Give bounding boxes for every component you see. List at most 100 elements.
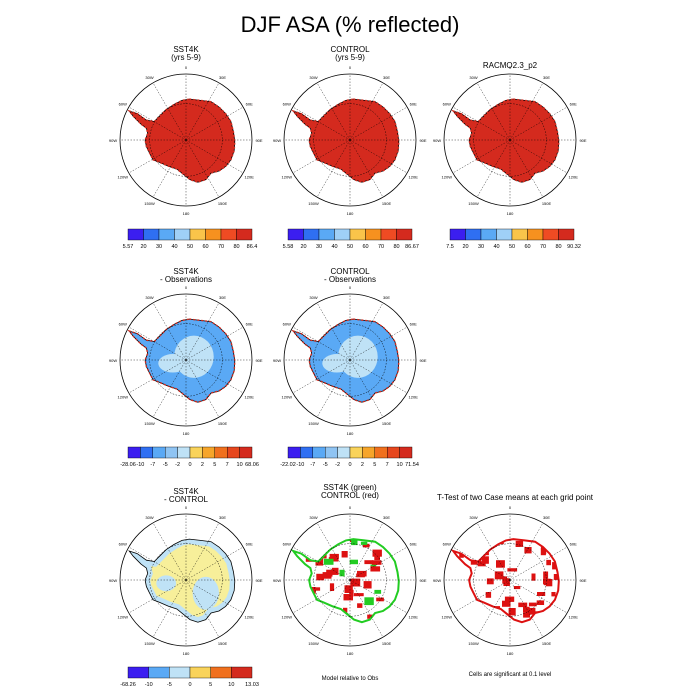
meridian-line (509, 139, 544, 198)
colorbar-control: 5.58 20 30 40 50 60 70 80 86.67 (283, 228, 419, 250)
longitude-label: 90W (273, 138, 281, 143)
coastline (290, 538, 400, 624)
colorbar-tick-label: -28.06 (120, 462, 136, 468)
colorbar-swatch (511, 228, 528, 241)
significant-cell (372, 560, 382, 565)
meridian-line (185, 139, 220, 198)
panel-title-line: - Observations (159, 275, 213, 284)
significant-cell (468, 551, 474, 559)
colorbar-tick-label: -68.26 (120, 682, 136, 688)
longitude-label: 120E (569, 175, 579, 180)
significant-cell (515, 540, 524, 547)
significant-cell (343, 607, 348, 613)
longitude-label: 120W (118, 615, 129, 620)
significant-cell (396, 596, 399, 600)
significant-cell (374, 555, 380, 561)
longitude-label: 120W (282, 395, 293, 400)
significant-cell (543, 571, 549, 579)
significant-cell (524, 547, 532, 554)
meridian-line (185, 139, 244, 174)
colorbar-tick-label: 5 (213, 462, 216, 468)
significant-cell (328, 539, 334, 544)
meridian-line (185, 106, 244, 141)
map-detail-layer (458, 539, 566, 623)
meridian-line (349, 326, 408, 361)
colorbar-swatch (542, 228, 559, 241)
colorbar-swatch (210, 666, 232, 679)
longitude-label: 90E (419, 138, 426, 143)
significant-cell (389, 608, 398, 615)
colorbar-control-obs: -22.02 -10 -7 -5 -2 0 2 5 7 10 71.54 (280, 446, 419, 468)
longitude-label: 150E (218, 421, 228, 426)
colorbar-swatch (287, 228, 304, 241)
significant-cell (349, 559, 358, 565)
longitude-label: 30W (309, 515, 317, 520)
longitude-label: 180 (507, 651, 514, 656)
longitude-label: 120W (442, 175, 453, 180)
significant-cell (463, 592, 469, 599)
longitude-label: 120W (118, 395, 129, 400)
colorbar-tick-label: 70 (540, 244, 546, 250)
meridian-line (292, 139, 351, 174)
longitude-label: 30E (383, 75, 390, 80)
coastal-edge-cells (291, 318, 400, 403)
longitude-label: 30E (219, 515, 226, 520)
colorbar-tick-label: 40 (171, 244, 177, 250)
meridian-line (185, 546, 244, 581)
panel-title-sst4k: SST4K (yrs 5-9) (136, 46, 236, 62)
meridian-line (152, 82, 187, 141)
colorbar-swatch (189, 228, 206, 241)
significant-cell (543, 578, 551, 585)
significant-cell (331, 567, 339, 575)
significant-cell (496, 560, 505, 568)
colorbar-tick-label: 20 (300, 244, 306, 250)
colorbar-tick-label: 2 (361, 462, 364, 468)
longitude-label: 150E (218, 641, 228, 646)
longitude-label: 120E (409, 395, 419, 400)
colorbar-swatch (365, 228, 382, 241)
meridian-line (349, 82, 384, 141)
longitude-label: 30W (309, 75, 317, 80)
significant-cell (502, 576, 508, 584)
colorbar-tick-label: 50 (187, 244, 193, 250)
panel-title-racmo: RACMO2.3_p2 (460, 62, 560, 70)
colorbar-tick-label: 7 (226, 462, 229, 468)
significant-cell (329, 553, 339, 559)
longitude-label: 180 (347, 211, 354, 216)
longitude-label: 90E (255, 578, 262, 583)
colorbar-tick-label: -10 (296, 462, 304, 468)
significant-cell (561, 583, 566, 588)
colorbar-tick-label: 5 (373, 462, 376, 468)
colorbar-swatch (527, 228, 544, 241)
longitude-label: 150E (382, 641, 392, 646)
meridian-line (349, 359, 384, 418)
colorbar-tick-label: -10 (136, 462, 144, 468)
panel-title-relative: SST4K (green) CONTROL (red) (300, 484, 400, 500)
colorbar-tick-label: 5.58 (283, 244, 294, 250)
colorbar-tick-label: 10 (228, 682, 234, 688)
colorbar-tick-label: 60 (362, 244, 368, 250)
significant-cell (376, 597, 384, 602)
meridian-line (292, 359, 351, 394)
meridian-line (349, 139, 384, 198)
polar-map-ttest: 0 30E 60E 90E 120E 150E 180 150W 120W 90W 60W 30W (433, 505, 587, 656)
colorbar-swatch (558, 228, 575, 241)
meridian-line (452, 139, 511, 174)
colorbar-swatch (239, 446, 253, 459)
polar-map-relative: 0 30E 60E 90E 120E 150E 180 150W 120W 90W 60W 30W (273, 505, 427, 656)
longitude-label: 120E (409, 175, 419, 180)
meridian-line (476, 139, 511, 198)
meridian-line (128, 359, 187, 394)
ice-sheet-fill (129, 99, 235, 183)
longitude-label: 120E (245, 175, 255, 180)
significant-cell (403, 567, 411, 575)
map-boundary-circle (443, 73, 577, 207)
significant-cell (362, 543, 370, 548)
longitude-label: 60W (119, 102, 127, 107)
significant-cell (536, 600, 545, 605)
colorbar-swatch (140, 446, 153, 459)
meridian-line (349, 522, 384, 581)
colorbar-tick-label: 20 (140, 244, 146, 250)
longitude-label: 180 (183, 651, 190, 656)
longitude-label: 0 (349, 505, 352, 510)
